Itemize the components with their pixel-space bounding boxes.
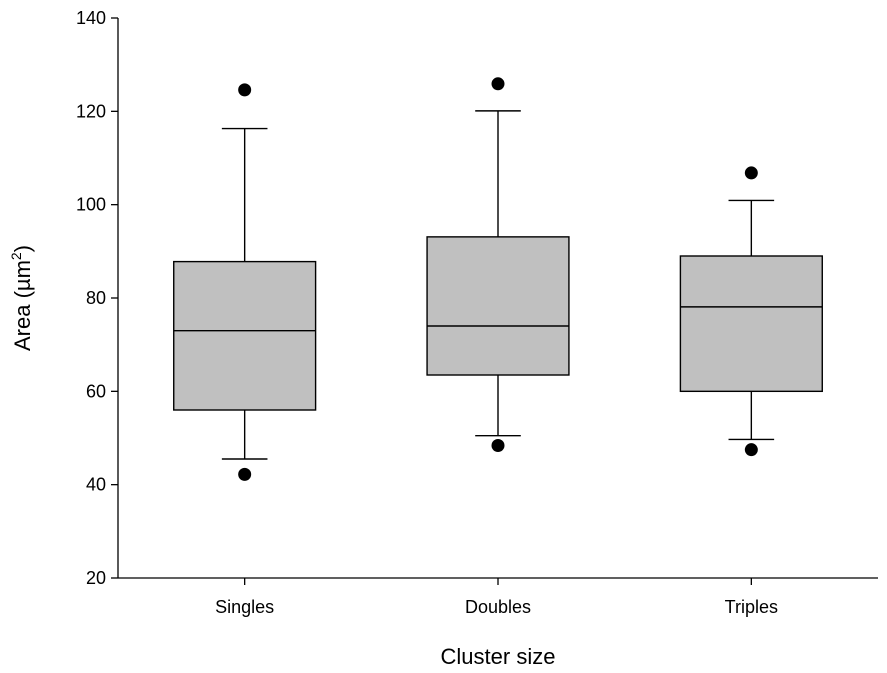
y-tick-label: 80 [86, 288, 106, 308]
y-tick-label: 140 [76, 8, 106, 28]
y-tick-label: 100 [76, 195, 106, 215]
y-axis-title-prefix: Area (µm [10, 260, 35, 351]
x-tick-label: Triples [725, 597, 778, 617]
y-tick-label: 40 [86, 475, 106, 495]
box-singles [173, 83, 317, 481]
box-iqr [426, 236, 570, 376]
y-axis-title-superscript: 2 [8, 252, 24, 260]
y-tick-label: 120 [76, 101, 106, 121]
outlier-point [238, 467, 252, 481]
outlier-point [491, 438, 505, 452]
x-tick-label: Doubles [465, 597, 531, 617]
boxes [173, 77, 823, 481]
y-tick-label: 20 [86, 568, 106, 588]
box-iqr [173, 260, 317, 411]
outlier-point [491, 77, 505, 91]
x-axis-title: Cluster size [441, 644, 556, 669]
box-triples [679, 166, 823, 457]
x-ticks: Singles Doubles Triples [215, 578, 778, 617]
box-doubles [426, 77, 570, 452]
outlier-point [744, 166, 758, 180]
outlier-point [238, 83, 252, 97]
x-tick-label: Singles [215, 597, 274, 617]
y-axis-title-suffix: ) [10, 245, 35, 252]
y-ticks: 20 40 60 80 100 120 140 [76, 8, 118, 588]
y-axis-title: Area (µm2) [8, 245, 35, 351]
outlier-point [744, 443, 758, 457]
box-iqr [679, 255, 823, 393]
y-tick-label: 60 [86, 381, 106, 401]
